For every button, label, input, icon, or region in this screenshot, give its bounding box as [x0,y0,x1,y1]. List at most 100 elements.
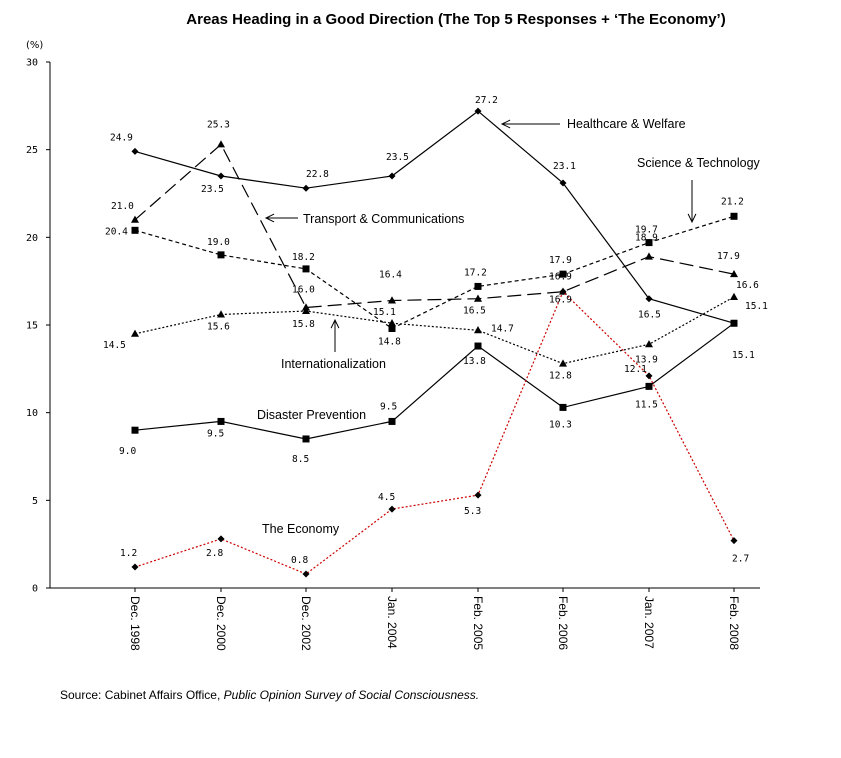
annotation-science-technology: Science & Technology [637,156,761,170]
data-label: 16.4 [379,269,402,280]
arrow-healthcare-welfare [500,119,560,129]
arrow-internationalization [330,318,340,352]
data-point [645,372,653,380]
data-label: 18.9 [635,233,658,244]
data-point [730,292,738,300]
data-label: 16.6 [736,280,759,291]
series-layer [131,107,738,578]
y-tick-label: 25 [26,145,38,156]
data-label: 0.8 [291,555,308,566]
source-title: Public Opinion Survey of Social Consciou… [223,688,480,702]
series-line [134,110,735,324]
y-tick-label: 10 [26,408,38,419]
annotation-the-economy: The Economy [262,522,340,536]
series-line [134,143,735,309]
data-point [474,326,482,334]
data-point [559,270,567,278]
data-point [302,265,310,273]
data-label: 19.0 [207,237,230,248]
y-tick-label: 0 [32,584,38,595]
series-the-economy [131,288,738,578]
data-label: 1.2 [120,548,137,559]
series-internationalization [131,292,738,367]
data-point [217,310,225,318]
data-label: 14.5 [103,340,126,351]
axes: 0 5 10 15 20 25 30 Dec. 1998 Dec. 2000 Dec. 2002 J… [26,58,760,651]
data-point [388,325,396,333]
chart-title: Areas Heading in a Good Direction (The T… [186,11,725,28]
data-point [131,226,139,234]
data-point [131,563,139,571]
data-label: 10.3 [549,419,572,430]
data-point [645,382,653,390]
data-point [645,239,653,247]
data-label: 9.5 [207,428,224,439]
data-point [559,403,567,411]
data-label: 15.6 [207,321,230,332]
data-label: 14.7 [491,323,514,334]
data-point [217,140,225,148]
annotation-disaster-prevention: Disaster Prevention [257,408,366,422]
data-label: 16.5 [638,310,661,321]
data-point [474,294,482,302]
data-label: 15.1 [373,307,396,318]
data-label: 12.1 [624,364,647,375]
source-prefix: Source: Cabinet Affairs Office, [60,688,221,702]
x-tick-label: Feb. 2006 [556,596,570,650]
data-label: 27.2 [475,95,498,106]
data-label: 23.5 [386,152,409,163]
data-label: 11.5 [635,399,658,410]
x-tick-label: Jan. 2007 [642,596,656,649]
data-label: 12.8 [549,371,572,382]
data-label: 24.9 [110,132,133,143]
y-unit-label: (%) [26,40,43,51]
data-point [388,319,396,327]
data-point [474,342,482,350]
data-label: 15.1 [732,350,755,361]
x-tick-label: Dec. 2000 [214,596,228,651]
data-point [302,306,310,314]
data-labels: 24.9 23.5 22.8 23.5 27.2 23.1 16.5 15.1 21.0 25.3… [103,95,768,566]
data-point [559,179,567,187]
data-label: 13.9 [635,354,658,365]
data-point [474,107,482,115]
data-point [302,184,310,192]
series-line [134,322,735,440]
annotations: Healthcare & Welfare Science & Technolog… [257,117,761,536]
data-point [388,296,396,304]
data-point [559,288,567,296]
data-label: 22.8 [306,169,329,180]
data-label: 21.2 [721,196,744,207]
annotation-internationalization: Internationalization [281,357,386,371]
series-science-technology [131,212,738,333]
y-tick-label: 5 [32,496,38,507]
data-label: 17.9 [717,251,740,262]
x-tick-label: Feb. 2005 [471,596,485,650]
data-label: 4.5 [378,492,395,503]
data-label: 8.5 [292,454,309,465]
series-line [134,290,735,575]
data-label: 9.5 [380,401,397,412]
x-tick-label: Feb. 2008 [727,596,741,650]
data-label: 17.9 [549,255,572,266]
data-label: 21.0 [111,201,134,212]
data-label: 25.3 [207,119,230,130]
data-point [217,251,225,259]
arrow-transport-communications [264,213,298,223]
series-disaster-prevention [131,319,738,443]
annotation-healthcare-welfare: Healthcare & Welfare [567,117,686,131]
data-point [474,491,482,499]
data-point [388,505,396,513]
data-point [388,417,396,425]
y-tick-label: 30 [26,58,38,69]
data-label: 5.3 [464,506,481,517]
data-point [131,329,139,337]
data-label: 17.2 [464,267,487,278]
data-label: 20.4 [105,226,128,237]
data-point [302,435,310,443]
data-label: 15.1 [745,301,768,312]
data-label: 23.5 [201,184,224,195]
data-point [559,359,567,367]
data-label: 23.1 [553,161,576,172]
